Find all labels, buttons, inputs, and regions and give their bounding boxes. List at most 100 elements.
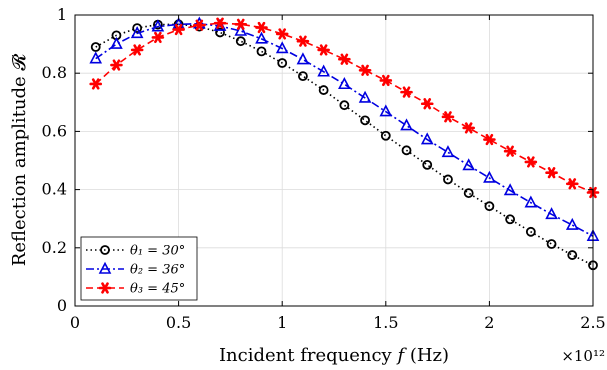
marker-stroke <box>257 21 266 34</box>
data-point <box>110 59 123 71</box>
data-point <box>89 51 103 64</box>
data-point <box>151 19 165 32</box>
series-layer <box>89 16 600 271</box>
data-point <box>360 115 370 126</box>
data-point <box>255 21 268 34</box>
marker-stroke <box>506 145 514 157</box>
y-tick-label: 0 <box>57 296 67 315</box>
data-point <box>213 17 227 29</box>
x-tick-label: 0 <box>70 313 80 332</box>
data-point <box>380 130 391 141</box>
data-point <box>484 201 495 212</box>
x-tick-label: 0.5 <box>166 313 191 332</box>
marker-stroke <box>154 31 162 44</box>
data-point <box>545 207 558 220</box>
marker-stroke <box>547 167 556 179</box>
marker-stroke <box>319 44 328 56</box>
data-point <box>379 104 393 117</box>
data-point <box>463 188 474 198</box>
marker-stroke <box>91 78 100 90</box>
data-point <box>525 226 536 237</box>
legend-label: θ₃ = 45° <box>130 282 185 297</box>
marker-stroke <box>381 74 390 87</box>
x-tick-labels: 0 0.5 1 1.5 2 2.5 <box>70 313 606 332</box>
data-point <box>422 159 433 170</box>
data-point <box>339 100 350 111</box>
y-tick-label: 1 <box>57 5 67 24</box>
data-point <box>318 85 329 95</box>
data-point <box>565 217 579 230</box>
data-point <box>443 174 453 185</box>
data-point <box>255 31 268 44</box>
data-point <box>379 74 393 87</box>
y-tick-label: 0.4 <box>42 180 67 199</box>
data-point <box>483 170 496 183</box>
data-point <box>130 44 144 56</box>
data-point <box>151 31 165 44</box>
y-axis-title: Reflection amplitude 𝓡 <box>9 54 30 267</box>
marker-stroke <box>402 86 411 98</box>
data-point <box>275 41 289 54</box>
ticks <box>74 14 594 307</box>
x-tick-label: 2.5 <box>580 313 605 332</box>
marker-stroke <box>485 133 494 146</box>
data-point <box>132 23 143 33</box>
marker-stroke <box>216 17 224 29</box>
data-point <box>296 35 310 47</box>
data-point <box>565 178 579 190</box>
data-point <box>462 158 476 171</box>
data-point <box>524 195 538 208</box>
data-point <box>317 44 330 56</box>
legend-marker <box>100 245 110 255</box>
data-point <box>317 64 330 77</box>
marker-stroke <box>299 35 307 47</box>
data-point <box>130 26 144 39</box>
marker-stroke <box>133 44 141 56</box>
data-point <box>338 77 351 90</box>
data-point <box>234 18 248 30</box>
marker-stroke <box>444 111 452 123</box>
marker-stroke <box>112 59 121 71</box>
data-point <box>256 46 267 57</box>
legend: θ₁ = 30° θ₂ = 36° θ₃ = 45° <box>80 236 198 301</box>
data-point <box>441 111 455 123</box>
data-point <box>505 214 516 225</box>
legend-box <box>80 236 198 301</box>
legend-label: θ₁ = 30° <box>130 244 185 259</box>
data-point <box>298 71 308 82</box>
data-point <box>462 122 475 134</box>
data-point <box>420 98 434 110</box>
x-tick-label: 2 <box>484 313 494 332</box>
data-point <box>546 239 557 249</box>
data-point <box>277 58 288 68</box>
data-point <box>235 36 246 47</box>
x-axis-title: Incident frequency 𝑓 (Hz) <box>219 345 449 366</box>
marker-stroke <box>527 156 535 168</box>
data-point <box>524 156 538 168</box>
y-tick-label: 0.6 <box>42 121 67 140</box>
legend-label: θ₂ = 36° <box>130 263 185 278</box>
series-line <box>95 22 594 237</box>
x-tick-label: 1.5 <box>373 313 398 332</box>
marker-stroke <box>464 122 473 134</box>
y-tick-label: 0.2 <box>42 238 67 257</box>
data-point <box>441 145 455 158</box>
data-point <box>358 90 372 103</box>
data-point <box>420 132 434 145</box>
data-point <box>275 28 289 40</box>
data-point <box>193 19 206 31</box>
data-point <box>215 27 225 38</box>
marker-stroke <box>174 23 183 36</box>
plot-frame <box>74 14 594 307</box>
data-point <box>110 36 123 49</box>
marker-stroke <box>236 18 245 30</box>
data-point <box>358 64 372 76</box>
legend-marker <box>98 282 112 294</box>
marker-stroke <box>101 282 109 294</box>
data-point <box>567 250 578 260</box>
data-point <box>89 78 103 90</box>
marker-stroke <box>423 98 432 110</box>
data-point <box>338 53 351 65</box>
data-point <box>545 167 558 179</box>
